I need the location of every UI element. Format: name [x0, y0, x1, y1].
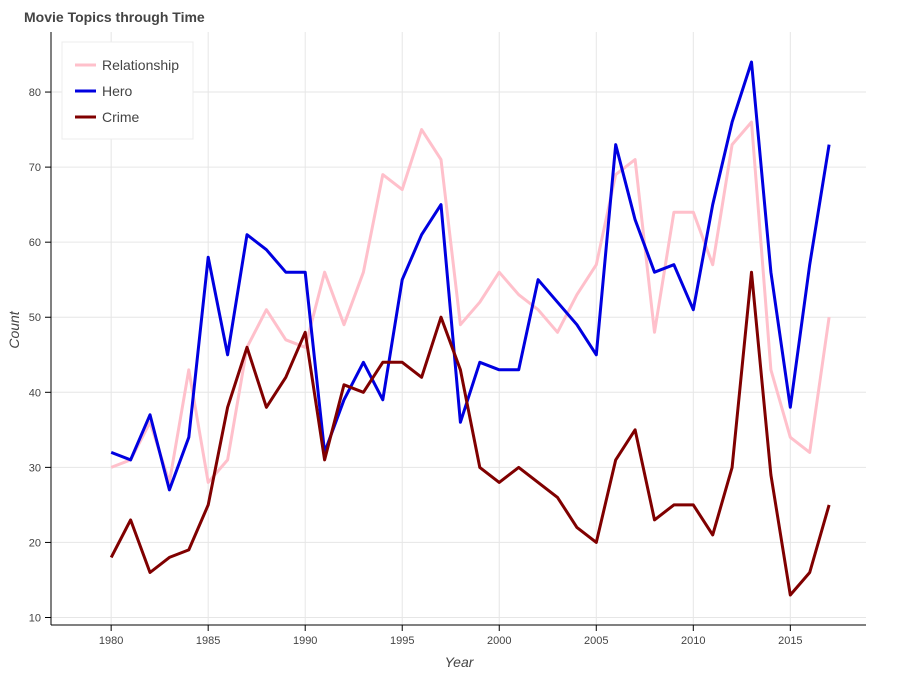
x-tick-label: 1980 [99, 635, 123, 647]
x-tick-label: 2015 [778, 635, 802, 647]
y-tick-label: 70 [29, 162, 41, 174]
y-tick-label: 50 [29, 312, 41, 324]
x-tick-label: 2010 [681, 635, 705, 647]
y-tick-label: 60 [29, 237, 41, 249]
series-lines [109, 60, 831, 597]
legend-label-hero: Hero [102, 83, 133, 99]
series-line-hero [110, 60, 831, 492]
series-line-crime [109, 270, 831, 597]
y-tick-label: 20 [29, 537, 41, 549]
x-tick-label: 2005 [584, 635, 608, 647]
y-tick-label: 40 [29, 387, 41, 399]
grid [51, 32, 866, 625]
x-tick-label: 1985 [196, 635, 220, 647]
axes [50, 32, 866, 626]
chart-title: Movie Topics through Time [24, 9, 205, 25]
ticks: 1980 1985 1990 1995 2000 2005 2010 2015 10 20 30 40… [29, 87, 803, 647]
legend-label-relationship: Relationship [102, 57, 179, 73]
x-axis-label: Year [445, 654, 475, 670]
x-tick-label: 1990 [293, 635, 317, 647]
x-tick-label: 2000 [487, 635, 511, 647]
x-tick-label: 1995 [390, 635, 414, 647]
y-tick-label: 10 [29, 612, 41, 624]
y-tick-label: 80 [29, 87, 41, 99]
legend-label-crime: Crime [102, 109, 140, 125]
legend: Relationship Hero Crime [61, 41, 194, 140]
y-axis-label: Count [6, 310, 22, 348]
series-line-relationship [110, 120, 831, 484]
y-tick-label: 30 [29, 462, 41, 474]
